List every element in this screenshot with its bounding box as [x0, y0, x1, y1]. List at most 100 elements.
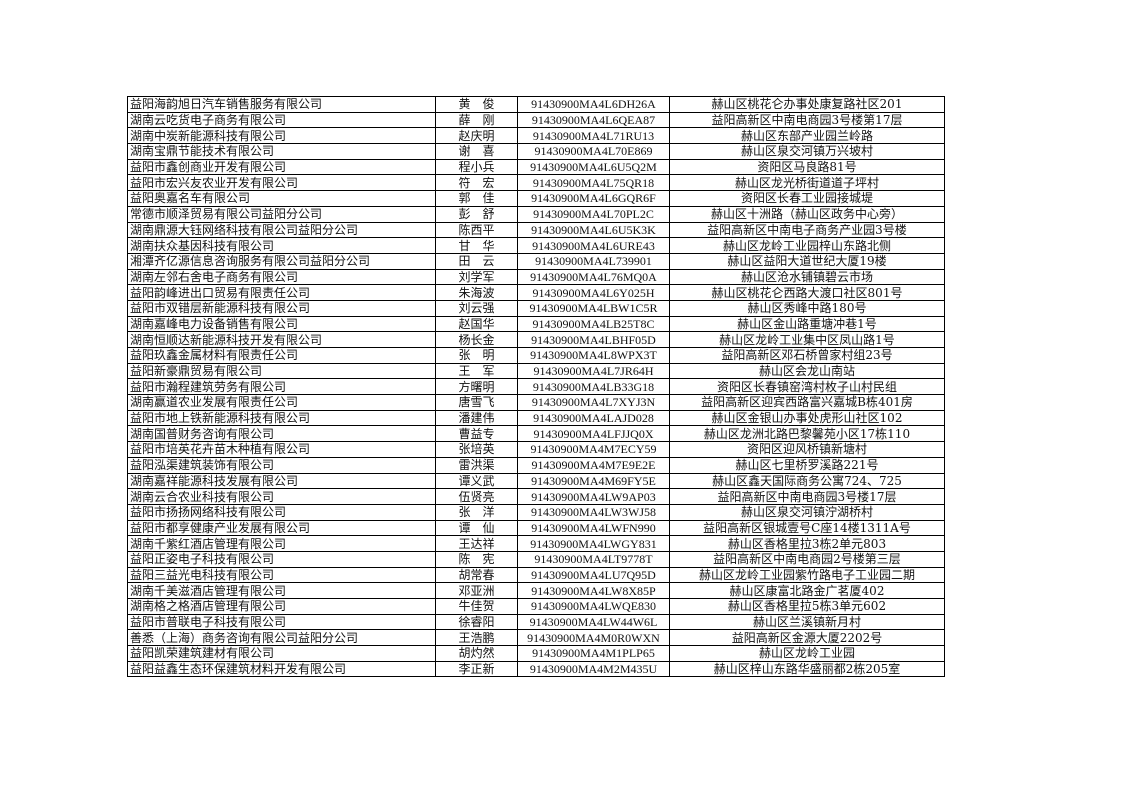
address-cell: 益阳高新区银城壹号C座14楼1311A号 [669, 519, 945, 537]
company-name-cell: 益阳市都享健康产业发展有限公司 [127, 519, 436, 537]
company-name-cell: 益阳市宏兴友农业开发有限公司 [127, 174, 436, 192]
address-cell: 资阳区长春工业园接城堤 [669, 190, 945, 207]
company-name-cell: 益阳市双错层新能源科技有限公司 [127, 299, 436, 317]
company-name-cell: 湖南左邻右舍电子商务有限公司 [127, 268, 436, 286]
legal-representative-cell: 王达祥 [435, 535, 518, 552]
company-name-cell: 湘潭齐亿源信息咨询服务有限公司益阳分公司 [127, 252, 436, 270]
table-row: 益阳泓渠建筑装饰有限公司 雷洪渠 91430900MA4M7E9E2E 赫山区七里桥罗… [127, 456, 945, 474]
legal-representative-cell: 张 明 [435, 347, 518, 364]
company-name-cell: 益阳海韵旭日汽车销售服务有限公司 [127, 96, 436, 113]
table-row: 湖南嘉峰电力设备销售有限公司 赵国华 91430900MA4LB25T8C 赫山区金山… [127, 315, 945, 333]
legal-representative-cell: 牛佳贺 [435, 598, 518, 615]
credit-code-cell: 91430900MA4LT9778T [517, 550, 670, 568]
address-cell: 益阳高新区中南电商园3号楼第17层 [669, 111, 945, 129]
credit-code-cell: 91430900MA4LB33G18 [517, 378, 670, 396]
table-row: 湖南赢道农业发展有限责任公司 唐雪飞 91430900MA4L7XYJ3N 益阳高新区… [127, 394, 945, 411]
company-name-cell: 益阳市普联电子科技有限公司 [127, 613, 436, 631]
credit-code-cell: 91430900MA4LFJJQ0X [517, 425, 670, 443]
legal-representative-cell: 潘建伟 [435, 409, 518, 427]
company-name-cell: 湖南宝鼎节能技术有限公司 [127, 143, 436, 160]
legal-representative-cell: 雷洪渠 [435, 456, 518, 474]
company-name-cell: 湖南云合农业科技有限公司 [127, 488, 436, 505]
credit-code-cell: 91430900MA4M1PLP65 [517, 645, 670, 662]
credit-code-cell: 91430900MA4M2M435U [517, 660, 670, 678]
address-cell: 赫山区龙岭工业园梓山东路北侧 [669, 237, 945, 254]
legal-representative-cell: 邓亚洲 [435, 582, 518, 599]
address-cell: 赫山区兰溪镇新月村 [669, 613, 945, 631]
credit-code-cell: 91430900MA4LBHF05D [517, 331, 670, 348]
legal-representative-cell: 唐雪飞 [435, 394, 518, 411]
credit-code-cell: 91430900MA4LAJD028 [517, 409, 670, 427]
table-row: 益阳正姿电子科技有限公司陈 宪 91430900MA4LT9778T 益阳高新区中南… [127, 550, 945, 568]
table-row: 益阳新豪鼎贸易有限公司王 军 91430900MA4L7JR64H 赫山区会龙山南站 [127, 362, 945, 380]
company-name-cell: 湖南格之格酒店管理有限公司 [127, 598, 436, 615]
legal-representative-cell: 陈西平 [435, 221, 518, 239]
legal-representative-cell: 谭义武 [435, 472, 518, 490]
table-row: 湖南恒顺达新能源科技开发有限公司 杨长金 91430900MA4LBHF05D 赫山区… [127, 331, 945, 348]
address-cell: 赫山区龙光桥街道道子坪村 [669, 174, 945, 192]
address-cell: 赫山区桃花仑西路大渡口社区801号 [669, 284, 945, 301]
address-cell: 益阳高新区迎宾西路富兴嘉城B栋401房 [669, 394, 945, 411]
legal-representative-cell: 彭 舒 [435, 205, 518, 223]
company-name-cell: 益阳三益光电科技有限公司 [127, 566, 436, 584]
address-cell: 赫山区益阳大道世纪大厦19楼 [669, 252, 945, 270]
credit-code-cell: 91430900MA4L7XYJ3N [517, 394, 670, 411]
legal-representative-cell: 张 洋 [435, 503, 518, 521]
company-name-cell: 湖南恒顺达新能源科技开发有限公司 [127, 331, 436, 348]
address-cell: 益阳高新区中南电商园3号楼17层 [669, 488, 945, 505]
address-cell: 赫山区龙岭工业集中区凤山路1号 [669, 331, 945, 348]
address-cell: 赫山区龙岭工业园 [669, 645, 945, 662]
legal-representative-cell: 李正新 [435, 660, 518, 678]
table-row: 湖南左邻右舍电子商务有限公司 刘学军 91430900MA4L76MQ0A 赫山区沧水… [127, 268, 945, 286]
legal-representative-cell: 黄 俊 [435, 96, 518, 113]
table-body: 益阳海韵旭日汽车销售服务有限公司黄 俊 91430900MA4L6DH26A 赫山区… [127, 96, 945, 678]
credit-code-cell: 91430900MA4L70E869 [517, 143, 670, 160]
legal-representative-cell: 王 军 [435, 362, 518, 380]
address-cell: 赫山区东部产业园兰岭路 [669, 127, 945, 145]
table-row: 湖南格之格酒店管理有限公司 牛佳贺 91430900MA4LWQE830 赫山区香格里… [127, 598, 945, 615]
legal-representative-cell: 郭 佳 [435, 190, 518, 207]
address-cell: 赫山区龙洲北路巴黎馨苑小区17栋110 [669, 425, 945, 443]
company-name-cell: 益阳韵峰进出口贸易有限责任公司 [127, 284, 436, 301]
company-name-cell: 益阳市鑫创商业开发有限公司 [127, 158, 436, 176]
credit-code-cell: 91430900MA4L70PL2C [517, 205, 670, 223]
table-row: 益阳市双错层新能源科技有限公司 刘云强 91430900MA4LBW1C5R 赫山区秀… [127, 299, 945, 317]
credit-code-cell: 91430900MA4L6URE43 [517, 237, 670, 254]
address-cell: 资阳区马良路81号 [669, 158, 945, 176]
credit-code-cell: 91430900MA4L75QR18 [517, 174, 670, 192]
legal-representative-cell: 朱海波 [435, 284, 518, 301]
legal-representative-cell: 赵国华 [435, 315, 518, 333]
legal-representative-cell: 徐睿阳 [435, 613, 518, 631]
credit-code-cell: 91430900MA4L6QEA87 [517, 111, 670, 129]
table-row: 湘潭齐亿源信息咨询服务有限公司益阳分公司田 云 91430900MA4L73990… [127, 252, 945, 270]
table-row: 益阳市都享健康产业发展有限公司谭 仙 91430900MA4LWFN990 益阳高新… [127, 519, 945, 537]
company-name-cell: 益阳益鑫生态环保建筑材料开发有限公司 [127, 660, 436, 678]
legal-representative-cell: 田 云 [435, 252, 518, 270]
address-cell: 益阳高新区邓石桥曾家村组23号 [669, 347, 945, 364]
address-cell: 赫山区十洲路（赫山区政务中心旁） [669, 205, 945, 223]
table-row: 益阳市鑫创商业开发有限公司 程小兵 91430900MA4L6U5Q2M 资阳区马良路… [127, 158, 945, 176]
table-row: 常德市顺泽贸易有限公司益阳分公司彭 舒 91430900MA4L70PL2C 赫山区… [127, 205, 945, 223]
legal-representative-cell: 甘 华 [435, 237, 518, 254]
table-row: 益阳玖鑫金属材料有限责任公司张 明 91430900MA4L8WPX3T 益阳高新区… [127, 347, 945, 364]
company-name-cell: 常德市顺泽贸易有限公司益阳分公司 [127, 205, 436, 223]
address-cell: 赫山区香格里拉5栋3单元602 [669, 598, 945, 615]
legal-representative-cell: 王浩鹏 [435, 629, 518, 647]
legal-representative-cell: 张培英 [435, 441, 518, 458]
table-row: 益阳市培英花卉苗木种植有限公司 张培英 91430900MA4M7ECY59 资阳区迎… [127, 441, 945, 458]
credit-code-cell: 91430900MA4M0R0WXN [517, 629, 670, 647]
table-row: 湖南千紫红酒店管理有限公司 王达祥 91430900MA4LWGY831 赫山区香格里… [127, 535, 945, 552]
address-cell: 赫山区香格里拉3栋2单元803 [669, 535, 945, 552]
credit-code-cell: 91430900MA4L739901 [517, 252, 670, 270]
credit-code-cell: 91430900MA4LBW1C5R [517, 299, 670, 317]
address-cell: 赫山区泉交河镇万兴坡村 [669, 143, 945, 160]
table-row: 益阳市地上铁新能源科技有限公司 潘建伟 91430900MA4LAJD028 赫山区金… [127, 409, 945, 427]
table-row: 益阳市瀚程建筑劳务有限公司 方曙明 91430900MA4LB33G18 资阳区长春镇… [127, 378, 945, 396]
credit-code-cell: 91430900MA4L76MQ0A [517, 268, 670, 286]
legal-representative-cell: 谭 仙 [435, 519, 518, 537]
address-cell: 赫山区七里桥罗溪路221号 [669, 456, 945, 474]
legal-representative-cell: 胡常春 [435, 566, 518, 584]
credit-code-cell: 91430900MA4L6Y025H [517, 284, 670, 301]
company-name-cell: 湖南嘉祥能源科技发展有限公司 [127, 472, 436, 490]
company-name-cell: 益阳玖鑫金属材料有限责任公司 [127, 347, 436, 364]
